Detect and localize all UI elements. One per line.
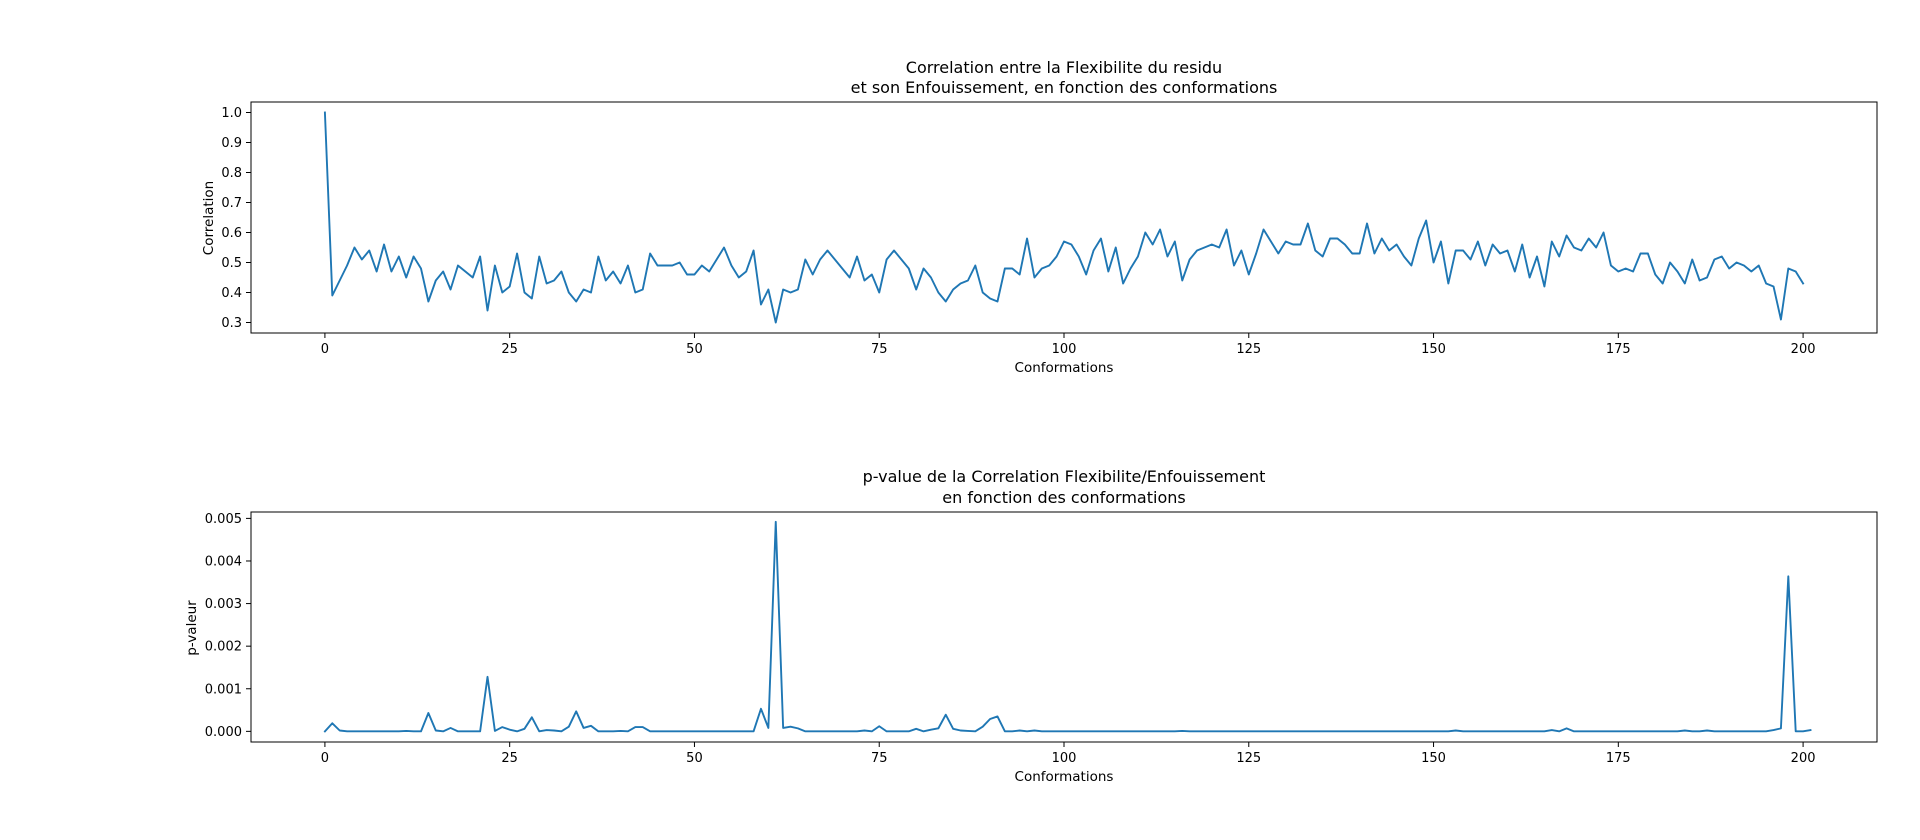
top-chart-series-line [323, 111, 1805, 324]
top-chart-ytick-label: 0.5 [221, 256, 242, 271]
top-chart-xtick-label: 125 [1236, 342, 1261, 357]
bottom-chart-xtick-label: 25 [501, 751, 518, 766]
top-chart-ytick-label: 1.0 [221, 106, 242, 121]
bottom-chart-title-line1: p-value de la Correlation Flexibilite/En… [863, 467, 1266, 486]
bottom-chart-xtick-label: 150 [1421, 751, 1446, 766]
bottom-chart-ticks: 0 25 50 75 100 125 150 175 200 0.000 0.001 0.002 0.0… [205, 512, 1816, 766]
top-chart-xtick-label: 0 [321, 342, 329, 357]
top-chart-xtick-label: 25 [501, 342, 518, 357]
top-chart-xtick-label: 100 [1052, 342, 1077, 357]
top-chart: Correlation entre la Flexibilite du resi… [201, 58, 1878, 376]
bottom-chart-xlabel: Conformations [1015, 769, 1114, 785]
bottom-chart-xtick-label: 100 [1052, 751, 1077, 766]
top-chart-ytick-label: 0.6 [221, 226, 242, 241]
top-chart-ytick-label: 0.3 [221, 316, 242, 331]
bottom-chart-xtick-label: 175 [1606, 751, 1631, 766]
top-chart-line-layer [323, 111, 1805, 324]
top-chart-ytick-label: 0.4 [221, 286, 242, 301]
top-chart-xtick-label: 200 [1791, 342, 1816, 357]
bottom-chart-xtick-label: 50 [686, 751, 703, 766]
top-chart-xtick-label: 150 [1421, 342, 1446, 357]
bottom-chart-xtick-label: 200 [1791, 751, 1816, 766]
bottom-chart-ytick-label: 0.003 [205, 597, 242, 612]
top-chart-ytick-label: 0.8 [221, 166, 242, 181]
bottom-chart: p-value de la Correlation Flexibilite/En… [184, 467, 1878, 785]
bottom-chart-ytick-label: 0.005 [205, 512, 242, 527]
top-chart-xtick-label: 75 [871, 342, 888, 357]
top-chart-xtick-label: 50 [686, 342, 703, 357]
top-chart-ticks: 0 25 50 75 100 125 150 175 200 0.3 0.4 0.5 0.6 0.7 0.8… [221, 106, 1815, 357]
bottom-chart-xtick-label: 0 [321, 751, 329, 766]
top-chart-title-line2: et son Enfouissement, en fonction des co… [851, 78, 1278, 97]
top-chart-xtick-label: 175 [1606, 342, 1631, 357]
top-chart-title-line1: Correlation entre la Flexibilite du resi… [906, 58, 1222, 77]
top-chart-ytick-label: 0.9 [221, 136, 242, 151]
top-chart-ylabel: Correlation [201, 181, 217, 255]
bottom-chart-ytick-label: 0.004 [205, 554, 242, 569]
bottom-chart-xtick-label: 125 [1236, 751, 1261, 766]
top-chart-ytick-label: 0.7 [221, 196, 242, 211]
bottom-chart-xtick-label: 75 [871, 751, 888, 766]
bottom-chart-title-line2: en fonction des conformations [942, 488, 1185, 507]
bottom-chart-ytick-label: 0.002 [205, 640, 242, 655]
bottom-chart-ytick-label: 0.000 [205, 725, 242, 740]
bottom-chart-ylabel: p-valeur [184, 600, 200, 656]
bottom-chart-ytick-label: 0.001 [205, 682, 242, 697]
bottom-chart-line-layer [323, 520, 1812, 733]
top-chart-xlabel: Conformations [1015, 360, 1114, 376]
bottom-chart-series-line [323, 520, 1812, 733]
